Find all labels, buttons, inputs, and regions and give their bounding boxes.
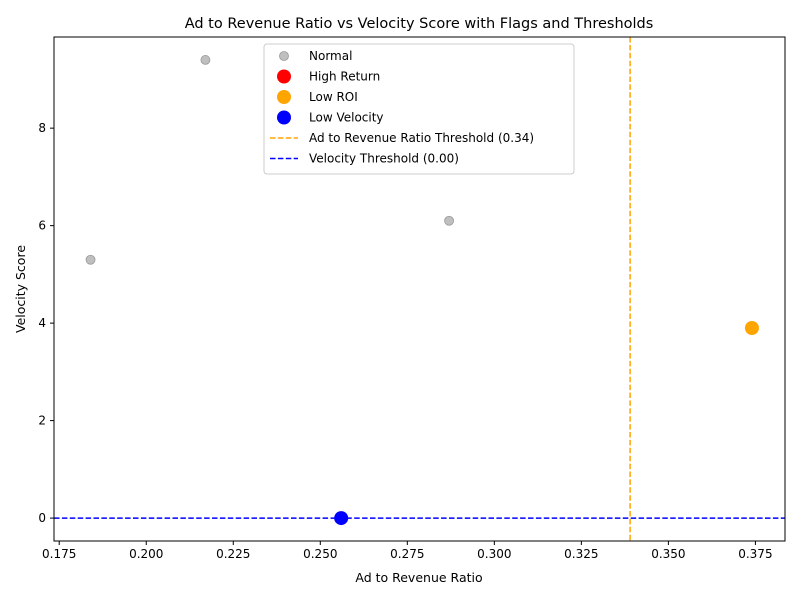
x-tick-label: 0.300: [477, 547, 511, 561]
legend-label-low-velocity: Low Velocity: [309, 111, 384, 125]
legend-marker-normal: [279, 51, 289, 61]
legend-label-ad-to-revenue-ratio-threshold-0-34: Ad to Revenue Ratio Threshold (0.34): [309, 131, 534, 145]
axes-frame: [53, 36, 786, 542]
plot-area: 0.175 0.200 0.225 0.250 0.275 0.300 0.325 0.350…: [38, 36, 786, 561]
legend-marker-low-roi: [277, 90, 291, 104]
x-tick-label: 0.275: [390, 547, 424, 561]
legend: Normal High Return Low ROI Low Velocity Ad t…: [263, 43, 575, 175]
legend-marker-high-return: [277, 69, 291, 84]
y-axis-label: Velocity Score: [13, 245, 28, 333]
legend-label-normal: Normal: [309, 49, 352, 63]
y-tick-label: 6: [38, 219, 46, 233]
point-low-roi-1: [744, 320, 759, 335]
point-normal-2: [200, 55, 211, 65]
x-tick-label: 0.225: [216, 547, 250, 561]
y-tick-label: 0: [38, 511, 46, 525]
legend-marker-low-velocity: [277, 110, 291, 125]
x-tick-label: 0.250: [303, 547, 337, 561]
y-tick-label: 2: [38, 414, 46, 428]
y-tick-label: 4: [38, 316, 46, 330]
point-low-velocity-1: [334, 511, 349, 526]
x-tick-label: 0.325: [564, 547, 598, 561]
point-normal-3: [444, 215, 454, 226]
x-axis-label: Ad to Revenue Ratio: [355, 570, 482, 585]
legend-label-low-roi: Low ROI: [309, 90, 358, 104]
legend-label-velocity-threshold-0-00: Velocity Threshold (0.00): [309, 152, 459, 166]
y-tick-label: 8: [38, 121, 46, 135]
point-normal-1: [85, 254, 96, 265]
x-tick-label: 0.200: [129, 547, 163, 561]
x-tick-label: 0.375: [738, 547, 772, 561]
x-tick-label: 0.350: [651, 547, 685, 561]
x-tick-label: 0.175: [42, 547, 76, 561]
legend-box: [263, 43, 575, 175]
legend-label-high-return: High Return: [309, 70, 380, 84]
chart-title: Ad to Revenue Ratio vs Velocity Score wi…: [185, 16, 654, 32]
